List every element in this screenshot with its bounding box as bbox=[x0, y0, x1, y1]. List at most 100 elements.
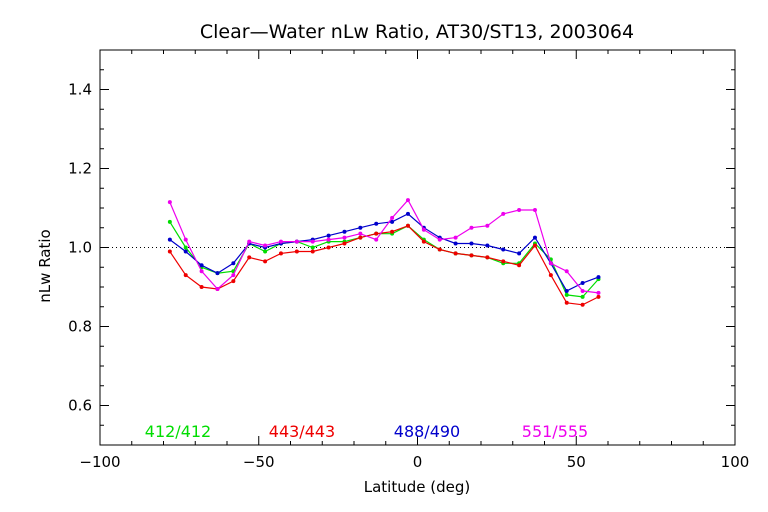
series-point-2 bbox=[374, 221, 379, 226]
series-point-3 bbox=[310, 239, 315, 244]
series-point-3 bbox=[342, 235, 347, 240]
series-point-3 bbox=[167, 200, 172, 205]
series-point-1 bbox=[167, 249, 172, 254]
series-point-3 bbox=[596, 290, 601, 295]
series-point-3 bbox=[278, 239, 283, 244]
series-point-1 bbox=[342, 241, 347, 246]
series-group bbox=[167, 198, 601, 307]
series-point-1 bbox=[358, 235, 363, 240]
series-point-1 bbox=[501, 259, 506, 264]
series-point-2 bbox=[231, 261, 236, 266]
series-point-1 bbox=[263, 259, 268, 264]
series-point-3 bbox=[390, 215, 395, 220]
series-point-1 bbox=[564, 300, 569, 305]
series-point-3 bbox=[294, 239, 299, 244]
series-point-3 bbox=[215, 286, 220, 291]
series-point-3 bbox=[231, 273, 236, 278]
series-point-0 bbox=[263, 249, 268, 254]
series-point-1 bbox=[485, 255, 490, 260]
y-tick-label: 0.6 bbox=[68, 397, 92, 415]
x-tick-label: 100 bbox=[721, 453, 750, 471]
series-line-3 bbox=[169, 199, 599, 294]
x-tick-label: 0 bbox=[413, 453, 423, 471]
series-point-2 bbox=[183, 249, 188, 254]
series-point-1 bbox=[278, 251, 283, 256]
x-tick-label: −50 bbox=[243, 453, 275, 471]
series-point-3 bbox=[358, 231, 363, 236]
series-point-0 bbox=[580, 294, 585, 299]
series-point-3 bbox=[548, 261, 553, 266]
legend: 412/412 443/443 488/490 551/555 bbox=[145, 422, 588, 441]
series-point-3 bbox=[453, 235, 458, 240]
series-point-1 bbox=[390, 229, 395, 234]
series-point-3 bbox=[580, 288, 585, 293]
series-point-0 bbox=[183, 245, 188, 250]
series-point-1 bbox=[405, 223, 410, 228]
series-point-0 bbox=[564, 292, 569, 297]
legend-entry-0: 412/412 bbox=[145, 422, 211, 441]
series-point-2 bbox=[517, 251, 522, 256]
legend-entry-3: 551/555 bbox=[522, 422, 588, 441]
series-point-1 bbox=[199, 285, 204, 289]
series-point-1 bbox=[469, 253, 474, 258]
series-point-1 bbox=[548, 273, 553, 278]
series-point-3 bbox=[501, 211, 506, 216]
series-point-2 bbox=[167, 237, 172, 242]
series-point-1 bbox=[580, 302, 585, 307]
series-line-1 bbox=[169, 225, 599, 306]
x-tick-label: −100 bbox=[79, 453, 120, 471]
series-point-2 bbox=[326, 233, 331, 238]
series-point-2 bbox=[580, 281, 585, 286]
series-point-2 bbox=[596, 275, 601, 280]
series-point-1 bbox=[437, 247, 442, 252]
series-point-2 bbox=[405, 211, 410, 216]
series-point-3 bbox=[517, 207, 522, 212]
series-point-2 bbox=[199, 263, 204, 268]
y-axis-label: nLw Ratio bbox=[36, 229, 54, 302]
series-point-3 bbox=[247, 239, 252, 244]
series-point-2 bbox=[485, 243, 490, 248]
series-line-2 bbox=[169, 213, 599, 292]
series-point-2 bbox=[469, 241, 474, 246]
series-point-2 bbox=[390, 219, 395, 224]
series-point-3 bbox=[263, 243, 268, 248]
series-point-3 bbox=[437, 237, 442, 242]
y-tick-label: 1.4 bbox=[68, 81, 92, 99]
series-point-2 bbox=[453, 241, 458, 246]
series-point-3 bbox=[326, 237, 331, 242]
series-point-0 bbox=[310, 245, 315, 250]
series-point-1 bbox=[326, 245, 331, 250]
legend-entry-1: 443/443 bbox=[269, 422, 335, 441]
series-point-3 bbox=[469, 225, 474, 230]
series-point-3 bbox=[199, 269, 204, 274]
series-point-3 bbox=[183, 237, 188, 242]
series-point-2 bbox=[564, 288, 569, 293]
legend-entry-2: 488/490 bbox=[394, 422, 460, 441]
series-point-1 bbox=[453, 251, 458, 256]
series-point-1 bbox=[421, 239, 426, 244]
series-point-3 bbox=[421, 227, 426, 232]
series-point-3 bbox=[564, 269, 569, 274]
series-point-3 bbox=[485, 223, 490, 228]
x-axis-label: Latitude (deg) bbox=[364, 478, 470, 496]
series-point-1 bbox=[374, 231, 379, 236]
series-point-1 bbox=[310, 249, 315, 254]
series-point-1 bbox=[294, 249, 299, 254]
series-point-3 bbox=[532, 207, 537, 212]
series-point-3 bbox=[374, 237, 379, 242]
series-point-2 bbox=[342, 229, 347, 234]
chart-title: Clear—Water nLw Ratio, AT30/ST13, 200306… bbox=[200, 21, 634, 43]
y-tick-label: 1.0 bbox=[68, 239, 92, 257]
x-tick-label: 50 bbox=[567, 453, 586, 471]
axis-ticks: −100 −50 0 50 100 0.6 0.8 1.0 1.2 1.4 bbox=[68, 49, 750, 471]
series-point-1 bbox=[247, 255, 252, 260]
series-point-1 bbox=[231, 279, 236, 284]
series-point-1 bbox=[517, 263, 522, 268]
series-point-2 bbox=[501, 247, 506, 252]
series-point-2 bbox=[215, 271, 220, 276]
series-point-3 bbox=[405, 198, 410, 203]
series-point-0 bbox=[167, 219, 172, 224]
series-point-2 bbox=[358, 225, 363, 230]
